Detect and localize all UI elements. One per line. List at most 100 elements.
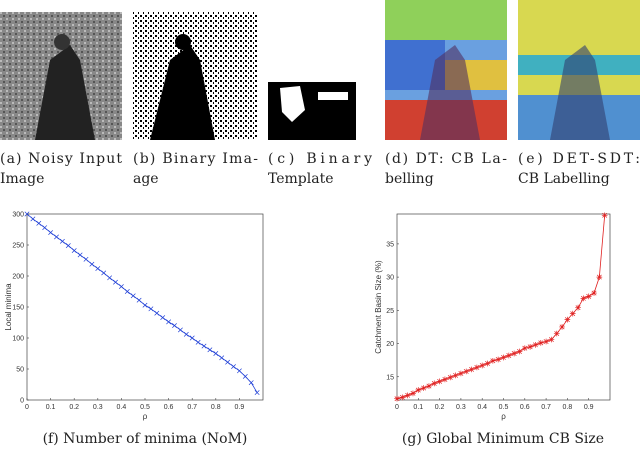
panel-caption: belling bbox=[385, 171, 434, 187]
data-marker bbox=[495, 356, 502, 363]
data-marker bbox=[236, 368, 242, 374]
x-tick-label: 0.7 bbox=[187, 404, 197, 411]
data-marker bbox=[183, 331, 189, 337]
data-marker bbox=[160, 315, 166, 320]
panel-caption: Image bbox=[0, 171, 44, 187]
data-marker bbox=[213, 351, 219, 356]
y-tick-label: 0 bbox=[20, 398, 24, 405]
data-marker bbox=[154, 310, 160, 316]
data-marker bbox=[101, 270, 107, 276]
data-line bbox=[396, 215, 606, 400]
y-tick-label: 35 bbox=[386, 241, 394, 248]
data-marker bbox=[463, 368, 470, 375]
y-tick-label: 150 bbox=[12, 305, 24, 312]
data-marker bbox=[543, 338, 549, 345]
y-axis-label: Catchment Basin Size (%) bbox=[374, 260, 383, 354]
data-marker bbox=[172, 323, 177, 329]
x-axis-label: ρ bbox=[501, 412, 506, 421]
data-marker bbox=[254, 390, 260, 396]
y-axis-label: Local minima bbox=[4, 283, 13, 331]
data-marker bbox=[142, 302, 148, 308]
data-marker bbox=[537, 340, 544, 346]
x-tick-label: 0.6 bbox=[164, 404, 174, 411]
data-marker bbox=[516, 348, 523, 355]
x-tick-label: 0.4 bbox=[117, 404, 127, 411]
data-marker bbox=[59, 238, 65, 244]
y-tick-label: 250 bbox=[12, 243, 24, 250]
data-marker bbox=[225, 359, 231, 365]
data-marker bbox=[404, 392, 411, 399]
image-noisy bbox=[0, 12, 122, 140]
data-marker bbox=[54, 234, 59, 240]
data-marker bbox=[113, 279, 118, 285]
data-marker bbox=[489, 357, 496, 364]
y-tick-label: 20 bbox=[386, 341, 394, 348]
x-tick-label: 0.9 bbox=[584, 404, 594, 411]
x-tick-label: 0.3 bbox=[456, 404, 466, 411]
x-tick-label: 0.1 bbox=[413, 404, 423, 411]
data-marker bbox=[166, 319, 172, 325]
x-tick-label: 0.8 bbox=[211, 404, 221, 411]
data-marker bbox=[591, 290, 597, 296]
x-tick-label: 0 bbox=[25, 404, 29, 411]
panel-caption: CB Labelling bbox=[518, 171, 610, 187]
data-line bbox=[26, 213, 258, 393]
data-marker bbox=[559, 324, 565, 330]
panel-caption: (a) Noisy Input bbox=[0, 151, 122, 167]
data-marker bbox=[71, 248, 77, 254]
data-marker bbox=[36, 220, 42, 226]
plot-frame bbox=[26, 213, 264, 401]
x-tick-label: 0.5 bbox=[499, 404, 509, 411]
x-tick-label: 0.8 bbox=[563, 404, 573, 411]
data-marker bbox=[189, 335, 195, 341]
data-marker bbox=[474, 364, 480, 371]
data-marker bbox=[248, 380, 254, 386]
data-marker bbox=[399, 394, 406, 401]
data-marker bbox=[130, 293, 136, 299]
data-marker bbox=[548, 336, 555, 343]
data-marker bbox=[521, 345, 528, 352]
data-marker bbox=[148, 306, 154, 312]
data-marker bbox=[527, 343, 533, 350]
data-marker bbox=[42, 225, 48, 231]
data-marker bbox=[195, 339, 201, 345]
data-marker bbox=[585, 293, 592, 300]
x-tick-label: 0.2 bbox=[69, 404, 79, 411]
data-marker bbox=[95, 266, 101, 272]
data-marker bbox=[479, 362, 486, 369]
y-tick-label: 300 bbox=[12, 212, 24, 219]
data-marker bbox=[207, 347, 213, 353]
plot-frame bbox=[396, 213, 611, 401]
y-tick-label: 30 bbox=[386, 275, 394, 282]
data-marker bbox=[231, 364, 236, 369]
panel-caption: (d) DT: CB La- bbox=[385, 151, 507, 167]
data-marker bbox=[30, 216, 36, 222]
chart-caption: (g) Global Minimum CB Size bbox=[402, 431, 604, 447]
data-marker bbox=[410, 390, 416, 397]
data-marker bbox=[484, 360, 491, 367]
data-marker bbox=[580, 295, 587, 302]
x-tick-label: 0.4 bbox=[477, 404, 487, 411]
x-tick-label: 0.7 bbox=[541, 404, 551, 411]
y-tick-label: 200 bbox=[12, 274, 24, 281]
image-binary bbox=[133, 12, 258, 140]
panel-caption: (c) Binary bbox=[268, 151, 372, 167]
x-tick-label: 0.6 bbox=[520, 404, 530, 411]
data-marker bbox=[532, 342, 539, 348]
data-marker bbox=[77, 252, 83, 258]
panel-caption: (e) DET-SDT: bbox=[518, 151, 640, 167]
data-marker bbox=[553, 330, 560, 337]
data-marker bbox=[177, 327, 183, 333]
data-marker bbox=[569, 310, 576, 317]
data-marker bbox=[107, 275, 113, 281]
image-template bbox=[268, 82, 356, 140]
data-marker bbox=[505, 352, 512, 359]
data-marker bbox=[420, 385, 427, 391]
data-marker bbox=[458, 370, 464, 377]
data-marker bbox=[447, 374, 454, 381]
data-marker bbox=[426, 383, 432, 389]
data-marker bbox=[48, 230, 54, 236]
data-marker bbox=[118, 284, 124, 289]
